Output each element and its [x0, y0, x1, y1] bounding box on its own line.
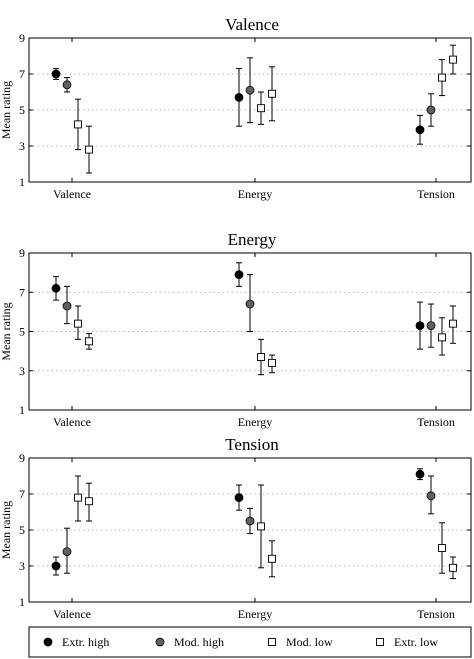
y-tick-label: 7 [19, 487, 25, 501]
data-point [449, 55, 457, 64]
data-point [449, 563, 457, 572]
y-tick-label: 7 [19, 67, 25, 81]
y-tick-label: 9 [19, 451, 25, 465]
chart-panel-2: 1 3 5 7 9 Valence Energy Tension Energy Mean rati… [0, 230, 472, 429]
y-tick-label: 5 [19, 325, 25, 339]
data-point [415, 321, 425, 331]
y-tick-label: 5 [19, 523, 25, 537]
x-tick-label: Energy [238, 187, 272, 201]
data-point [415, 125, 425, 135]
y-axis-label: Mean rating [0, 501, 13, 559]
x-tick-label: Tension [417, 187, 455, 201]
data-point [268, 554, 276, 563]
legend-marker [376, 638, 384, 646]
data-point [85, 145, 93, 154]
data-point [245, 516, 255, 526]
y-tick-label: 9 [19, 31, 25, 45]
x-tick-label: Tension [417, 607, 455, 621]
data-point [74, 319, 82, 328]
x-tick-label: Energy [238, 415, 272, 429]
data-point [415, 469, 425, 479]
y-tick-label: 5 [19, 103, 25, 117]
legend-label: Extr. low [394, 635, 438, 649]
chart-panel-3: 1 3 5 7 9 Valence Energy Tension Tension Mean rat… [0, 435, 472, 621]
x-tick-label: Valence [53, 415, 91, 429]
legend-marker [43, 637, 53, 647]
data-point [51, 283, 61, 293]
data-point [62, 80, 72, 90]
data-point [245, 299, 255, 309]
data-point [51, 561, 61, 571]
data-point [426, 491, 436, 501]
data-point [257, 353, 265, 361]
y-tick-label: 1 [19, 175, 25, 189]
chart-title: Valence [225, 15, 279, 34]
data-point [85, 497, 93, 506]
legend: Extr. high Mod. high Mod. low Extr. low [28, 626, 472, 658]
data-point [245, 85, 255, 95]
y-tick-label: 1 [19, 403, 25, 417]
y-tick-label: 1 [19, 595, 25, 609]
y-tick-label: 3 [19, 139, 25, 153]
data-point [74, 120, 82, 129]
legend-marker [155, 637, 165, 647]
y-axis-label: Mean rating [0, 302, 13, 360]
data-point [426, 105, 436, 115]
data-point [234, 270, 244, 279]
y-tick-label: 7 [19, 285, 25, 299]
y-tick-label: 3 [19, 364, 25, 378]
x-tick-label: Energy [238, 607, 272, 621]
x-tick-label: Valence [53, 187, 91, 201]
x-tick-label: Tension [417, 415, 455, 429]
legend-box [28, 626, 472, 658]
data-point [257, 522, 265, 531]
data-point [268, 358, 276, 367]
data-point [62, 547, 72, 556]
data-point [449, 319, 457, 328]
legend-label: Mod. high [174, 635, 224, 649]
y-axis-label: Mean rating [0, 81, 13, 139]
data-point [438, 333, 446, 342]
data-point [234, 93, 244, 102]
data-point [268, 89, 276, 98]
y-tick-label: 3 [19, 559, 25, 573]
chart-title: Tension [225, 435, 279, 454]
data-point [438, 73, 446, 82]
data-point [85, 337, 93, 346]
legend-label: Mod. low [286, 635, 333, 649]
legend-label: Extr. high [62, 635, 109, 649]
data-point [74, 493, 82, 502]
chart-panel-1: 1 3 5 7 9 Valence Energy Tension Valence Mean rat… [0, 15, 472, 201]
x-tick-label: Valence [53, 607, 91, 621]
data-point [234, 493, 244, 503]
legend-marker [268, 638, 276, 646]
data-point [426, 321, 436, 331]
data-point [257, 104, 265, 113]
data-point [438, 544, 446, 552]
chart-title: Energy [228, 230, 277, 249]
data-point [62, 301, 72, 311]
y-tick-label: 9 [19, 246, 25, 260]
data-point [51, 69, 61, 79]
